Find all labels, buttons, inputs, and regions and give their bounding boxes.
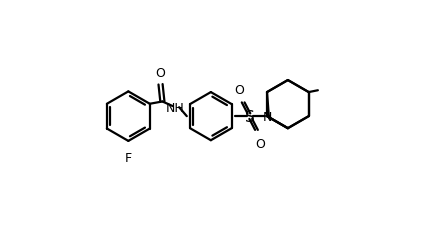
Text: S: S xyxy=(245,109,255,124)
Text: O: O xyxy=(234,83,245,96)
Text: NH: NH xyxy=(166,101,184,114)
Text: O: O xyxy=(255,137,265,150)
Text: N: N xyxy=(262,110,272,123)
Text: F: F xyxy=(125,152,132,164)
Text: O: O xyxy=(156,66,165,79)
